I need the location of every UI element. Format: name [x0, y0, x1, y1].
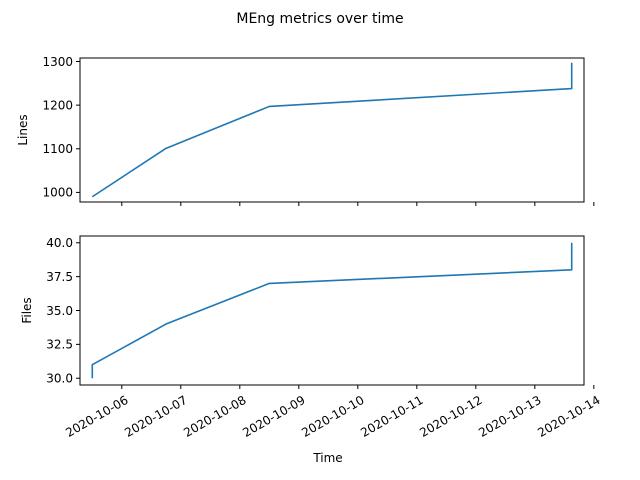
x-tick-label: 2020-10-09 [240, 393, 307, 440]
series-line [91, 242, 573, 379]
subplot-2: 30.032.535.037.540.0Files2020-10-062020-… [20, 235, 603, 440]
x-tick-label: 2020-10-13 [476, 393, 543, 440]
x-tick-label: 2020-10-12 [417, 393, 484, 440]
y-axis-label: Lines [16, 114, 30, 145]
x-axis-label: Time [312, 451, 342, 465]
x-tick-label: 2020-10-10 [299, 393, 366, 440]
y-tick-label: 30.0 [46, 372, 73, 386]
y-tick-label: 1300 [42, 55, 73, 69]
y-tick-label: 35.0 [46, 304, 73, 318]
y-tick-label: 1100 [42, 142, 73, 156]
x-tick-label: 2020-10-11 [358, 393, 425, 440]
y-tick-label: 1000 [42, 186, 73, 200]
axes-frame [79, 57, 585, 203]
y-tick-label: 1200 [42, 98, 73, 112]
axes-frame [79, 235, 585, 386]
subplots: 1000 1100 1200 1300 Lines 30.0 32.5 35.0 37.5 40.… [16, 55, 603, 440]
y-axis-label: Files [20, 297, 34, 323]
subplot-1: 1000 1100 1200 1300 Lines [16, 55, 595, 206]
y-tick-label: 37.5 [46, 270, 73, 284]
figure-title: MEng metrics over time [236, 11, 403, 27]
series-line [91, 62, 573, 198]
y-tick-label: 32.5 [46, 338, 73, 352]
x-tick-label: 2020-10-06 [63, 393, 130, 440]
x-tick-label: 2020-10-14 [535, 393, 602, 440]
x-tick-label: 2020-10-08 [181, 393, 248, 440]
x-tick-label: 2020-10-07 [122, 393, 189, 440]
y-tick-label: 40.0 [46, 236, 73, 250]
